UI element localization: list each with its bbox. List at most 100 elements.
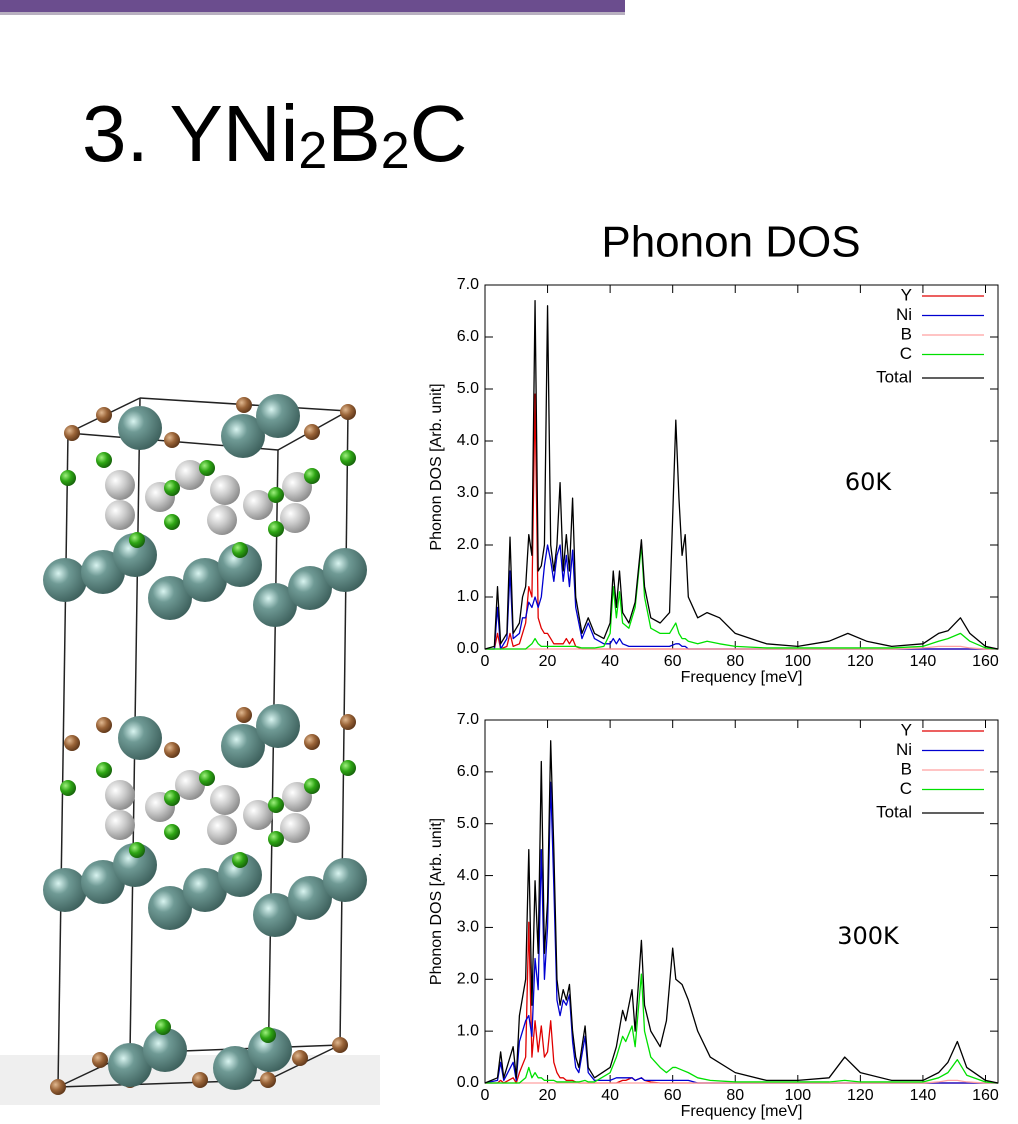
- x-tick-label: 140: [910, 653, 937, 670]
- atom: [268, 487, 284, 503]
- cell-edge: [268, 450, 278, 1080]
- series-line: [485, 782, 998, 1083]
- y-tick-label: 2.0: [457, 536, 479, 553]
- atom: [164, 824, 180, 840]
- x-tick-label: 80: [726, 1087, 744, 1104]
- x-tick-label: 140: [910, 1087, 937, 1104]
- annotation: 300K: [837, 922, 900, 950]
- atom: [232, 542, 248, 558]
- atom: [292, 1050, 308, 1066]
- atom: [43, 868, 87, 912]
- crystal-structure: [43, 394, 367, 1095]
- y-tick-label: 0.0: [457, 1074, 479, 1091]
- atom: [268, 521, 284, 537]
- legend-label: Total: [876, 802, 912, 821]
- legend-label: Y: [901, 285, 912, 304]
- atom: [304, 424, 320, 440]
- y-tick-label: 0.0: [457, 640, 479, 657]
- atom: [164, 742, 180, 758]
- atom: [340, 450, 356, 466]
- atom: [118, 716, 162, 760]
- atom: [92, 1052, 108, 1068]
- y-tick-label: 3.0: [457, 484, 479, 501]
- annotation: 60K: [845, 468, 893, 496]
- atom: [64, 735, 80, 751]
- atom: [210, 475, 240, 505]
- atom: [164, 514, 180, 530]
- atom: [96, 762, 112, 778]
- title-subscript: 2: [298, 122, 327, 180]
- x-tick-label: 80: [726, 653, 744, 670]
- atom: [96, 452, 112, 468]
- series-line: [485, 922, 998, 1083]
- atom: [164, 790, 180, 806]
- y-tick-label: 7.0: [457, 276, 479, 293]
- atom: [164, 480, 180, 496]
- atom: [50, 1079, 66, 1095]
- x-tick-label: 0: [481, 1087, 490, 1104]
- atom: [199, 770, 215, 786]
- atom: [105, 780, 135, 810]
- series-line: [485, 974, 998, 1083]
- atom: [304, 778, 320, 794]
- y-tick-label: 4.0: [457, 432, 479, 449]
- x-tick-label: 60: [664, 1087, 682, 1104]
- atom: [96, 717, 112, 733]
- legend-label: Y: [901, 720, 912, 739]
- atom: [304, 468, 320, 484]
- atom: [43, 558, 87, 602]
- y-tick-label: 5.0: [457, 815, 479, 832]
- plot-frame: [485, 285, 998, 649]
- y-tick-label: 4.0: [457, 867, 479, 884]
- charts: Phonon DOS 0.0 1.0 2.0 3.0 4.0 5.0 6.0 7.0 0 20 40 6…: [428, 218, 999, 1121]
- x-tick-label: 40: [601, 1087, 619, 1104]
- slide: 3. YNi2B2C Phonon DOS0.01.02.03.04.05.06…: [0, 0, 1018, 1124]
- atom: [232, 852, 248, 868]
- x-tick-label: 160: [972, 653, 999, 670]
- x-tick-label: 40: [601, 653, 619, 670]
- series-line: [485, 741, 998, 1083]
- atom: [207, 815, 237, 845]
- x-tick-label: 0: [481, 653, 490, 670]
- atom: [60, 470, 76, 486]
- chart-title: Phonon DOS: [601, 218, 860, 267]
- atom: [268, 831, 284, 847]
- series-line: [485, 545, 998, 649]
- title-text: C: [410, 89, 468, 178]
- legend-label: Ni: [896, 305, 912, 324]
- atom: [340, 760, 356, 776]
- atom: [96, 407, 112, 423]
- atom: [199, 460, 215, 476]
- atom: [105, 500, 135, 530]
- atom: [332, 1037, 348, 1053]
- x-tick-label: 120: [847, 1087, 874, 1104]
- atom: [280, 813, 310, 843]
- y-axis-label: Phonon DOS [Arb. unit]: [428, 383, 445, 550]
- header-shadow: [0, 12, 625, 15]
- atom: [260, 1072, 276, 1088]
- y-tick-label: 1.0: [457, 588, 479, 605]
- atom: [236, 707, 252, 723]
- y-tick-label: 2.0: [457, 971, 479, 988]
- plot-frame: [485, 720, 998, 1083]
- atom: [207, 505, 237, 535]
- y-tick-label: 6.0: [457, 763, 479, 780]
- series-line: [485, 301, 998, 649]
- cell-edge: [58, 433, 68, 1087]
- atom: [129, 532, 145, 548]
- atom: [105, 470, 135, 500]
- x-axis-label: Frequency [meV]: [681, 1103, 803, 1120]
- x-tick-label: 20: [539, 653, 557, 670]
- legend-label: Ni: [896, 740, 912, 759]
- title-text: B: [327, 89, 380, 178]
- y-tick-label: 7.0: [457, 711, 479, 728]
- y-tick-label: 3.0: [457, 919, 479, 936]
- legend-label: C: [900, 779, 912, 798]
- atom: [192, 1072, 208, 1088]
- x-tick-label: 100: [784, 653, 811, 670]
- slide-title: 3. YNi2B2C: [82, 89, 467, 180]
- header-bar: [0, 0, 625, 12]
- atom: [155, 1019, 171, 1035]
